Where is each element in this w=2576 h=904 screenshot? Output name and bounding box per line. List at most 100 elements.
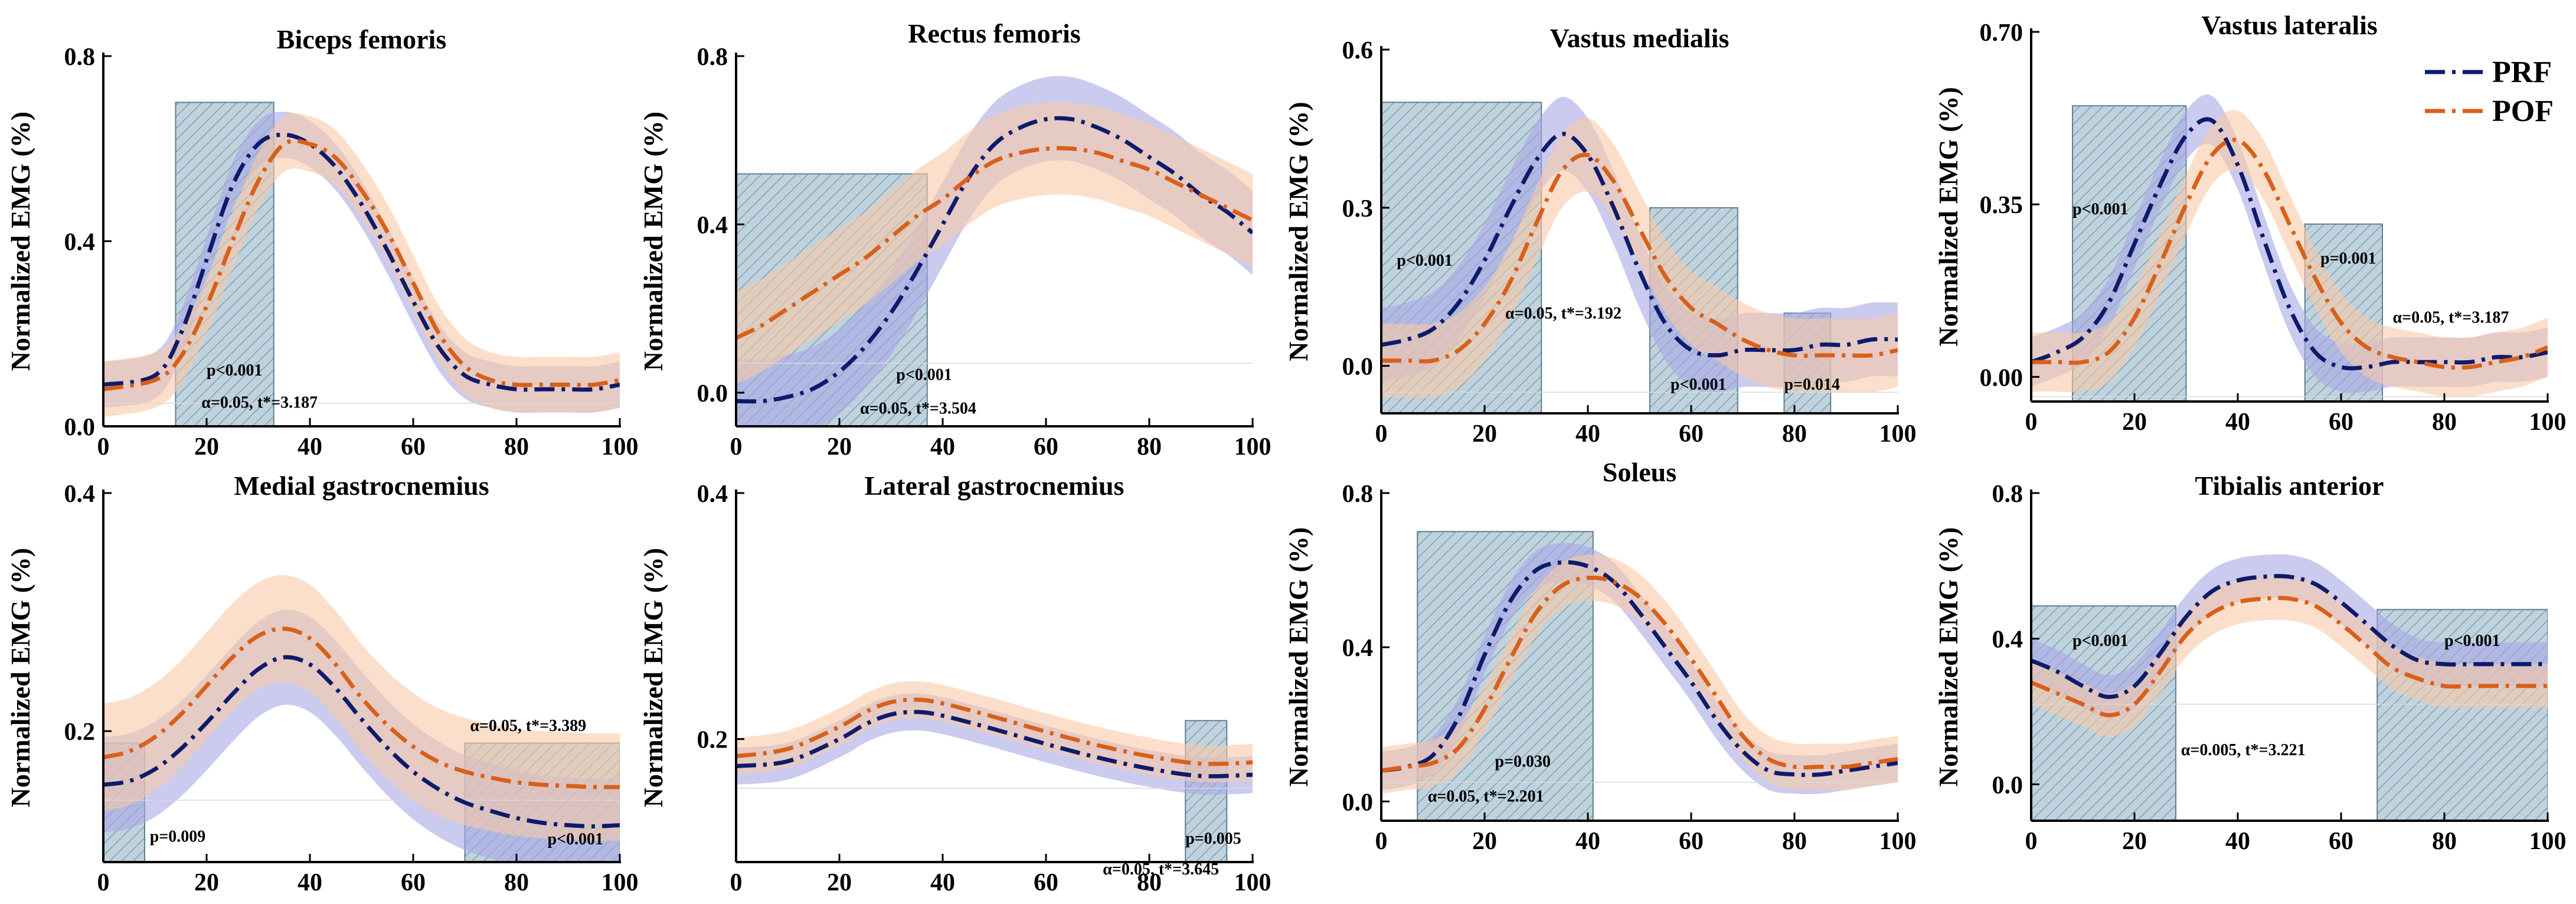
x-tick-label: 40 (2225, 828, 2250, 855)
x-tick-label: 80 (2432, 828, 2457, 855)
y-tick-label: 0.0 (1342, 789, 1374, 816)
y-axis-label: Normalized EMG (%) (638, 112, 668, 371)
stat-annotation: p<0.001 (207, 361, 263, 380)
x-tick-label: 100 (601, 869, 639, 896)
x-tick-label: 40 (298, 869, 322, 896)
plot-area (736, 681, 1253, 862)
line-prf (2031, 117, 2548, 371)
legend-label-prf: PRF (2492, 56, 2552, 89)
panel-title: Biceps femoris (277, 24, 446, 54)
x-tick-label: 0 (730, 869, 743, 896)
x-tick-label: 40 (930, 433, 955, 461)
band-prf (103, 112, 620, 413)
stat-annotation: p<0.001 (1671, 376, 1727, 394)
panel-title: Rectus femoris (908, 18, 1081, 48)
y-tick-label: 0.4 (697, 481, 728, 508)
y-tick-label: 0.4 (1342, 635, 1374, 662)
y-tick-label: 0.0 (697, 380, 728, 407)
stat-annotation: α=0.05, t*=3.389 (470, 717, 586, 735)
band-pof (2031, 576, 2548, 737)
y-tick-label: 0.8 (697, 44, 728, 71)
x-tick-label: 20 (827, 433, 852, 461)
stat-annotation: p<0.001 (896, 366, 952, 384)
y-tick-label: 0.4 (1992, 626, 2023, 654)
x-tick-label: 40 (2225, 409, 2250, 436)
panel-title: Lateral gastrocnemius (865, 471, 1124, 501)
y-tick-label: 0.2 (64, 719, 96, 746)
x-tick-label: 20 (1472, 828, 1497, 855)
x-tick-label: 80 (2432, 409, 2457, 436)
band-pof (736, 681, 1253, 783)
x-tick-label: 0 (1375, 828, 1388, 855)
x-tick-label: 20 (194, 869, 219, 896)
x-tick-label: 100 (1879, 420, 1917, 448)
y-tick-label: 0.2 (697, 727, 728, 754)
y-axis-label: Normalized EMG (%) (5, 548, 35, 807)
y-axis-label: Normalized EMG (%) (638, 548, 668, 807)
x-tick-label: 20 (2122, 828, 2147, 855)
panel-title: Vastus medialis (1550, 23, 1730, 53)
line-prf (2031, 574, 2548, 699)
band-pof (1381, 118, 1898, 399)
legend-label-pof: POF (2492, 94, 2554, 128)
plot-area (1381, 97, 1898, 413)
panel-title: Vastus lateralis (2201, 10, 2378, 40)
x-tick-label: 100 (2529, 828, 2567, 855)
panel-title: Tibialis anterior (2195, 471, 2384, 501)
x-tick-label: 100 (1234, 869, 1271, 896)
x-tick-label: 60 (1034, 433, 1058, 461)
y-tick-label: 0.4 (697, 212, 728, 239)
x-tick-label: 0 (97, 869, 110, 896)
panel-vastus-lateralis: p<0.001 p=0.001 α=0.05, t*=3.187 0 20 40 60 80 1… (1933, 10, 2567, 436)
line-prf (103, 132, 620, 392)
panel-title: Medial gastrocnemius (234, 471, 489, 501)
y-axis-label: Normalized EMG (%) (1283, 102, 1313, 361)
stat-annotation: p=0.014 (1784, 376, 1841, 394)
stat-annotation: p<0.001 (548, 830, 604, 848)
stat-annotation: p=0.009 (150, 828, 206, 846)
stat-annotation: p<0.001 (2444, 632, 2500, 650)
panel-tibialis-anterior: p<0.001 α=0.005, t*=3.221 p<0.001 0 20 40 60 80… (1933, 471, 2567, 855)
line-pof (1381, 575, 1898, 773)
y-axis-label: Normalized EMG (%) (1283, 527, 1313, 786)
line-pof (1381, 152, 1898, 364)
stat-annotation: p=0.005 (1185, 830, 1241, 848)
plot-area (736, 76, 1253, 426)
y-tick-label: 0.8 (1342, 481, 1374, 508)
x-tick-label: 40 (298, 433, 322, 461)
line-prf (1381, 132, 1898, 358)
y-tick-label: 0.4 (64, 229, 96, 256)
x-tick-label: 80 (504, 433, 529, 461)
x-tick-label: 40 (930, 869, 955, 896)
line-pof (2031, 596, 2548, 717)
stat-annotation: α=0.05, t*=2.201 (1428, 787, 1544, 805)
line-prf (1381, 560, 1898, 777)
y-tick-label: 0.4 (64, 481, 96, 508)
x-tick-label: 20 (2122, 409, 2147, 436)
x-tick-label: 100 (1879, 828, 1917, 855)
x-tick-label: 100 (601, 433, 639, 461)
x-tick-label: 100 (1234, 433, 1271, 461)
y-tick-label: 0.70 (1980, 19, 2023, 47)
stat-annotation: α=0.05, t*=3.192 (1505, 304, 1622, 322)
x-tick-label: 0 (97, 433, 110, 461)
band-pof (736, 102, 1253, 384)
plot-area (1381, 531, 1898, 821)
stat-annotation: p<0.001 (1397, 252, 1453, 270)
stat-annotation: p<0.001 (2072, 632, 2129, 650)
x-tick-label: 20 (194, 433, 219, 461)
x-tick-label: 20 (1472, 420, 1497, 448)
line-prf (103, 655, 620, 829)
x-tick-label: 60 (1034, 869, 1058, 896)
x-tick-label: 80 (1137, 433, 1162, 461)
y-tick-label: 0.6 (1342, 37, 1374, 64)
panel-biceps-femoris: p<0.001 α=0.05, t*=3.187 0 20 40 60 80 100 0.0 0.… (5, 24, 639, 461)
stat-annotation: α=0.05, t*=3.187 (201, 394, 318, 412)
x-tick-label: 60 (401, 869, 426, 896)
y-axis-label: Normalized EMG (%) (1933, 87, 1963, 346)
x-tick-label: 40 (1575, 828, 1600, 855)
stat-annotation: p=0.001 (2320, 249, 2376, 267)
y-tick-label: 0.0 (1992, 772, 2023, 799)
x-tick-label: 100 (2529, 409, 2567, 436)
